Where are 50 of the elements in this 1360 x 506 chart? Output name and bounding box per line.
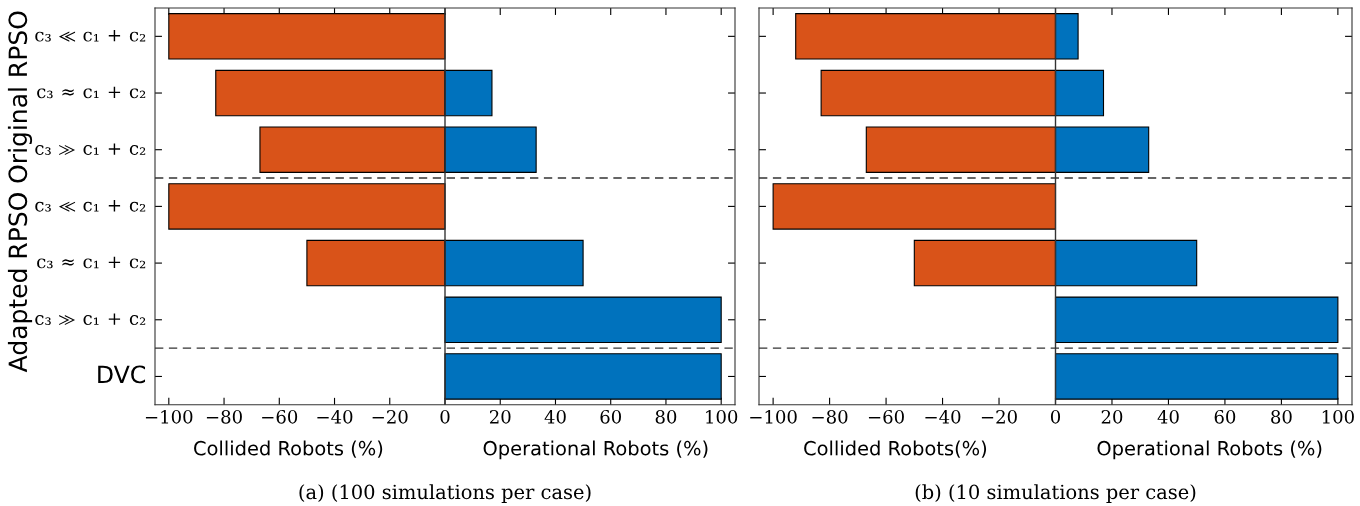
bar [444, 239, 584, 287]
x-tick-label: 20 [1101, 409, 1123, 424]
y-tick-label: c₃ ≪ c₁ + c₂ [35, 30, 146, 42]
text: Operational Robots (%) [483, 440, 708, 460]
x-tick-label: 0 [1050, 409, 1061, 424]
x-tick-label: −100 [750, 409, 797, 424]
y-tick-label: c₃ ≫ c₁ + c₂ [35, 313, 146, 326]
x-tick-label: −80 [206, 409, 242, 424]
x-tick-label: 0 [440, 409, 450, 424]
y-tick-label: c₃ ≈ c₁ + c₂ [37, 256, 146, 269]
bar [168, 13, 446, 60]
text: Adapted RPSO [7, 193, 33, 373]
x-tick-label: −20 [981, 409, 1017, 424]
y-tick-label: c₃ ≈ c₁ + c₂ [37, 86, 146, 99]
x-tick-label: 100 [1322, 409, 1354, 424]
x-tick-label: 20 [489, 409, 511, 424]
x-tick-label: 60 [600, 409, 621, 424]
x-tick-label: 80 [655, 409, 677, 424]
x-tick-label: −60 [868, 409, 904, 424]
text: Original RPSO [7, 11, 33, 183]
y-tick-label: c₃ ≫ c₁ + c₂ [35, 143, 146, 156]
bar [1054, 296, 1339, 344]
x-tick-label: 40 [544, 409, 566, 424]
bar [215, 69, 446, 117]
bar [306, 239, 446, 287]
bar [444, 126, 537, 173]
bar [772, 183, 1057, 230]
text: (a) (100 simulations per case) [299, 484, 591, 503]
bar [259, 126, 446, 173]
text: Operational Robots (%) [1097, 440, 1322, 460]
x-tick-label: −80 [812, 409, 848, 424]
x-tick-label: −100 [145, 409, 193, 424]
x-tick-label: 60 [1214, 409, 1236, 424]
bar [444, 69, 493, 117]
bar [444, 296, 722, 344]
bar [444, 353, 722, 400]
x-tick-label: 80 [1271, 409, 1292, 424]
x-tick-label: −60 [262, 409, 298, 424]
text: (b) (10 simulations per case) [915, 484, 1196, 503]
x-tick-label: 100 [706, 409, 738, 424]
bar [168, 183, 446, 230]
bar [1054, 353, 1339, 400]
x-tick-label: −20 [372, 409, 408, 424]
y-tick-label: c₃ ≪ c₁ + c₂ [35, 200, 146, 212]
y-tick-label: DVC [98, 365, 146, 384]
x-tick-label: 40 [1157, 409, 1179, 424]
x-tick-label: −40 [925, 409, 961, 424]
text: Collided Robots (%) [194, 440, 383, 458]
text: Collided Robots(%) [804, 440, 987, 458]
x-tick-label: −40 [317, 409, 353, 424]
